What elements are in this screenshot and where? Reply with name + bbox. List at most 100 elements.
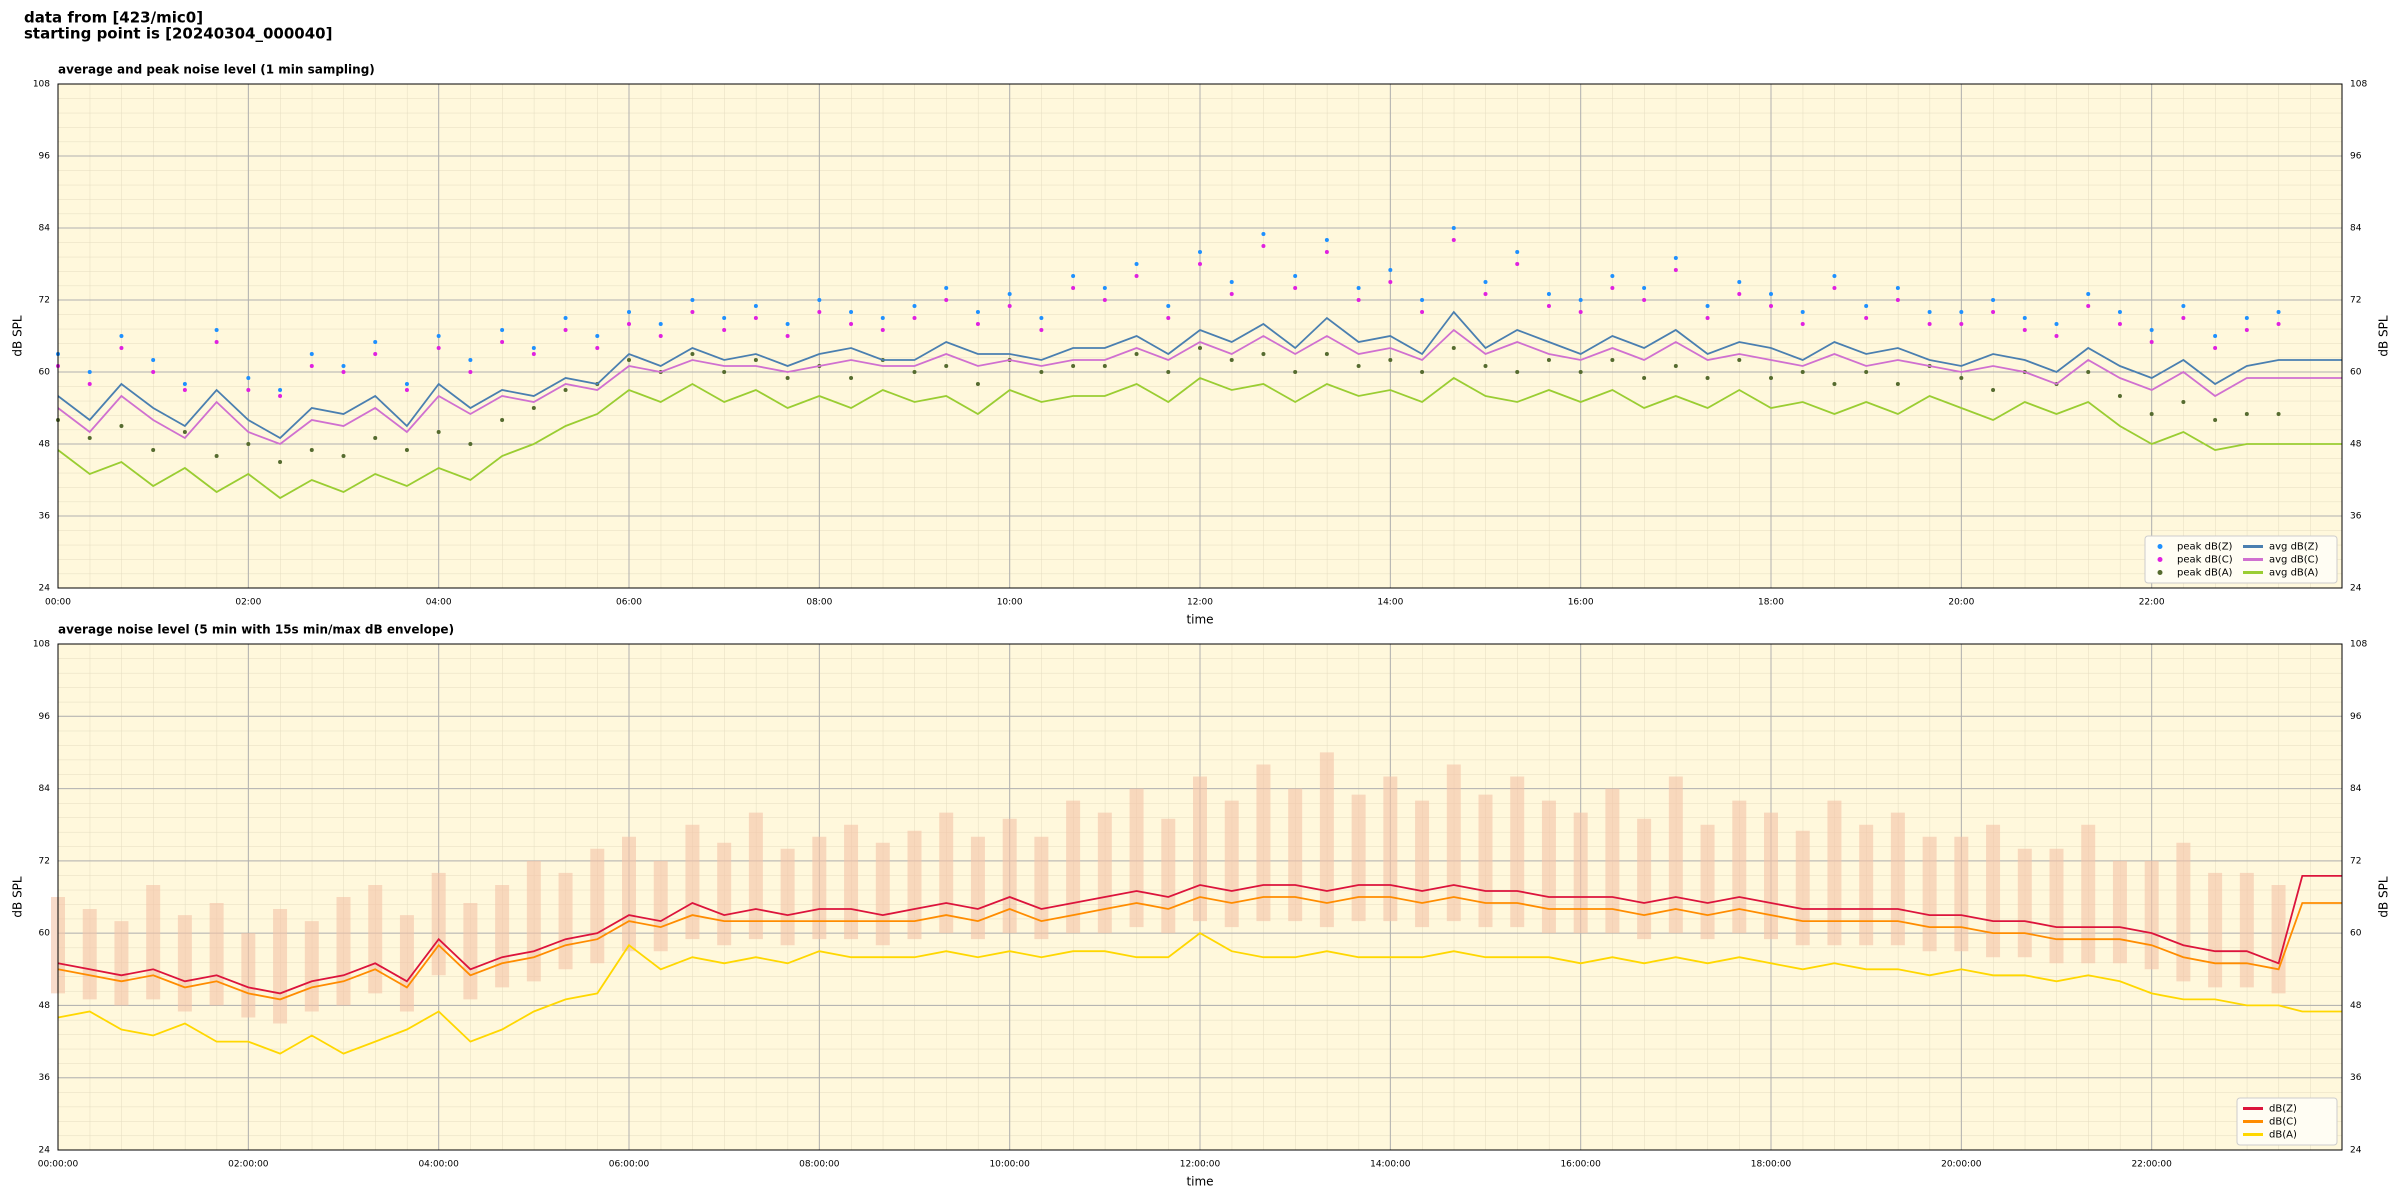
peak-point	[944, 364, 949, 368]
peak-point	[119, 424, 124, 428]
x-tick-label: 16:00	[1568, 598, 1594, 608]
peak-point	[2117, 310, 2122, 314]
peak-point	[817, 298, 822, 302]
peak-point	[2244, 316, 2249, 320]
legend-box	[2144, 535, 2338, 584]
legend-label: peak dB(A)	[2177, 568, 2233, 579]
peak-point	[1102, 364, 1107, 368]
y-axis-label-right: dB SPL	[2377, 315, 2391, 357]
peak-point	[627, 322, 631, 326]
peak-point	[373, 436, 378, 440]
y-tick-label-right: 72	[2350, 856, 2361, 866]
peak-point	[880, 328, 885, 332]
peak-point	[1356, 298, 1361, 302]
peak-point	[912, 316, 917, 320]
peak-point	[1895, 286, 1900, 290]
peak-point	[1610, 286, 1615, 290]
peak-point	[1832, 286, 1837, 290]
peak-point	[1229, 280, 1234, 284]
peak-point	[1420, 310, 1425, 314]
legend-label: peak dB(C)	[2177, 555, 2233, 566]
peak-point	[214, 340, 219, 344]
peak-point	[1451, 238, 1456, 242]
y-tick-label-right: 36	[2350, 1073, 2362, 1083]
peak-point	[1007, 304, 1012, 308]
peak-point	[1039, 328, 1044, 332]
peak-point	[87, 382, 92, 386]
peak-point	[1895, 382, 1900, 386]
peak-point	[944, 298, 949, 302]
peak-point	[1610, 274, 1615, 278]
peak-point	[1420, 298, 1425, 302]
peak-point	[658, 334, 663, 338]
y-tick-label-right: 84	[2350, 224, 2362, 234]
y-tick-label-right: 96	[2350, 152, 2362, 162]
header-line: data from [423/mic0]	[24, 9, 203, 27]
peak-point	[1673, 256, 1678, 260]
peak-point	[1293, 286, 1298, 290]
peak-point	[1324, 250, 1329, 254]
peak-point	[563, 388, 568, 392]
peak-point	[753, 316, 758, 320]
peak-point	[753, 304, 758, 308]
x-tick-label: 22:00:00	[2131, 1160, 2172, 1170]
y-tick-label: 48	[39, 440, 51, 450]
peak-point	[817, 310, 822, 314]
peak-point	[341, 454, 346, 458]
peak-point	[1959, 322, 1964, 326]
peak-point	[912, 304, 917, 308]
peak-point	[1610, 358, 1615, 362]
y-tick-label-right: 60	[2350, 929, 2362, 939]
x-tick-label: 04:00:00	[418, 1160, 459, 1170]
peak-point	[753, 358, 758, 362]
peak-point	[436, 346, 441, 350]
peak-point	[563, 316, 568, 320]
peak-point	[1642, 376, 1647, 380]
peak-point	[1927, 322, 1932, 326]
peak-point	[214, 454, 219, 458]
peak-point	[2117, 394, 2122, 398]
peak-point	[182, 382, 187, 386]
peak-point	[1546, 358, 1551, 362]
peak-point	[531, 406, 536, 410]
header-line: starting point is [20240304_000040]	[24, 25, 332, 43]
legend-marker	[2157, 570, 2163, 575]
peak-point	[531, 352, 536, 356]
x-axis-label: time	[1186, 613, 1213, 627]
peak-point	[2213, 346, 2218, 350]
x-tick-label: 22:00	[2139, 598, 2165, 608]
peak-point	[975, 310, 980, 314]
series-line	[57, 310, 2342, 440]
peak-point	[690, 352, 695, 356]
peak-point	[1737, 280, 1742, 284]
y-tick-label: 36	[39, 512, 51, 522]
peak-point	[1959, 310, 1964, 314]
x-tick-label: 10:00:00	[989, 1160, 1030, 1170]
peak-point	[1705, 376, 1710, 380]
peak-point	[1134, 262, 1139, 266]
peak-point	[1991, 298, 1996, 302]
peak-point	[849, 376, 854, 380]
peak-point	[1198, 262, 1202, 266]
y-tick-label: 84	[39, 784, 51, 794]
legend-label: dB(A)	[2269, 1130, 2297, 1141]
peak-point	[1546, 304, 1551, 308]
y-tick-label: 48	[39, 1001, 51, 1011]
peak-point	[1166, 316, 1171, 320]
peak-point	[658, 322, 663, 326]
peak-point	[1737, 292, 1742, 296]
series-line	[57, 376, 2342, 500]
peak-point	[87, 436, 92, 440]
peak-point	[1293, 274, 1298, 278]
x-tick-label: 00:00	[45, 598, 71, 608]
peak-point	[2086, 304, 2091, 308]
peak-point	[404, 388, 409, 392]
peak-point	[912, 370, 917, 374]
y-tick-label: 108	[33, 80, 50, 90]
peak-point	[1515, 250, 1520, 254]
y-tick-label-right: 48	[2350, 1001, 2362, 1011]
series-line	[57, 328, 2342, 446]
y-axis-label-right: dB SPL	[2377, 876, 2391, 918]
peak-point	[975, 322, 980, 326]
legend-marker	[2157, 557, 2163, 562]
